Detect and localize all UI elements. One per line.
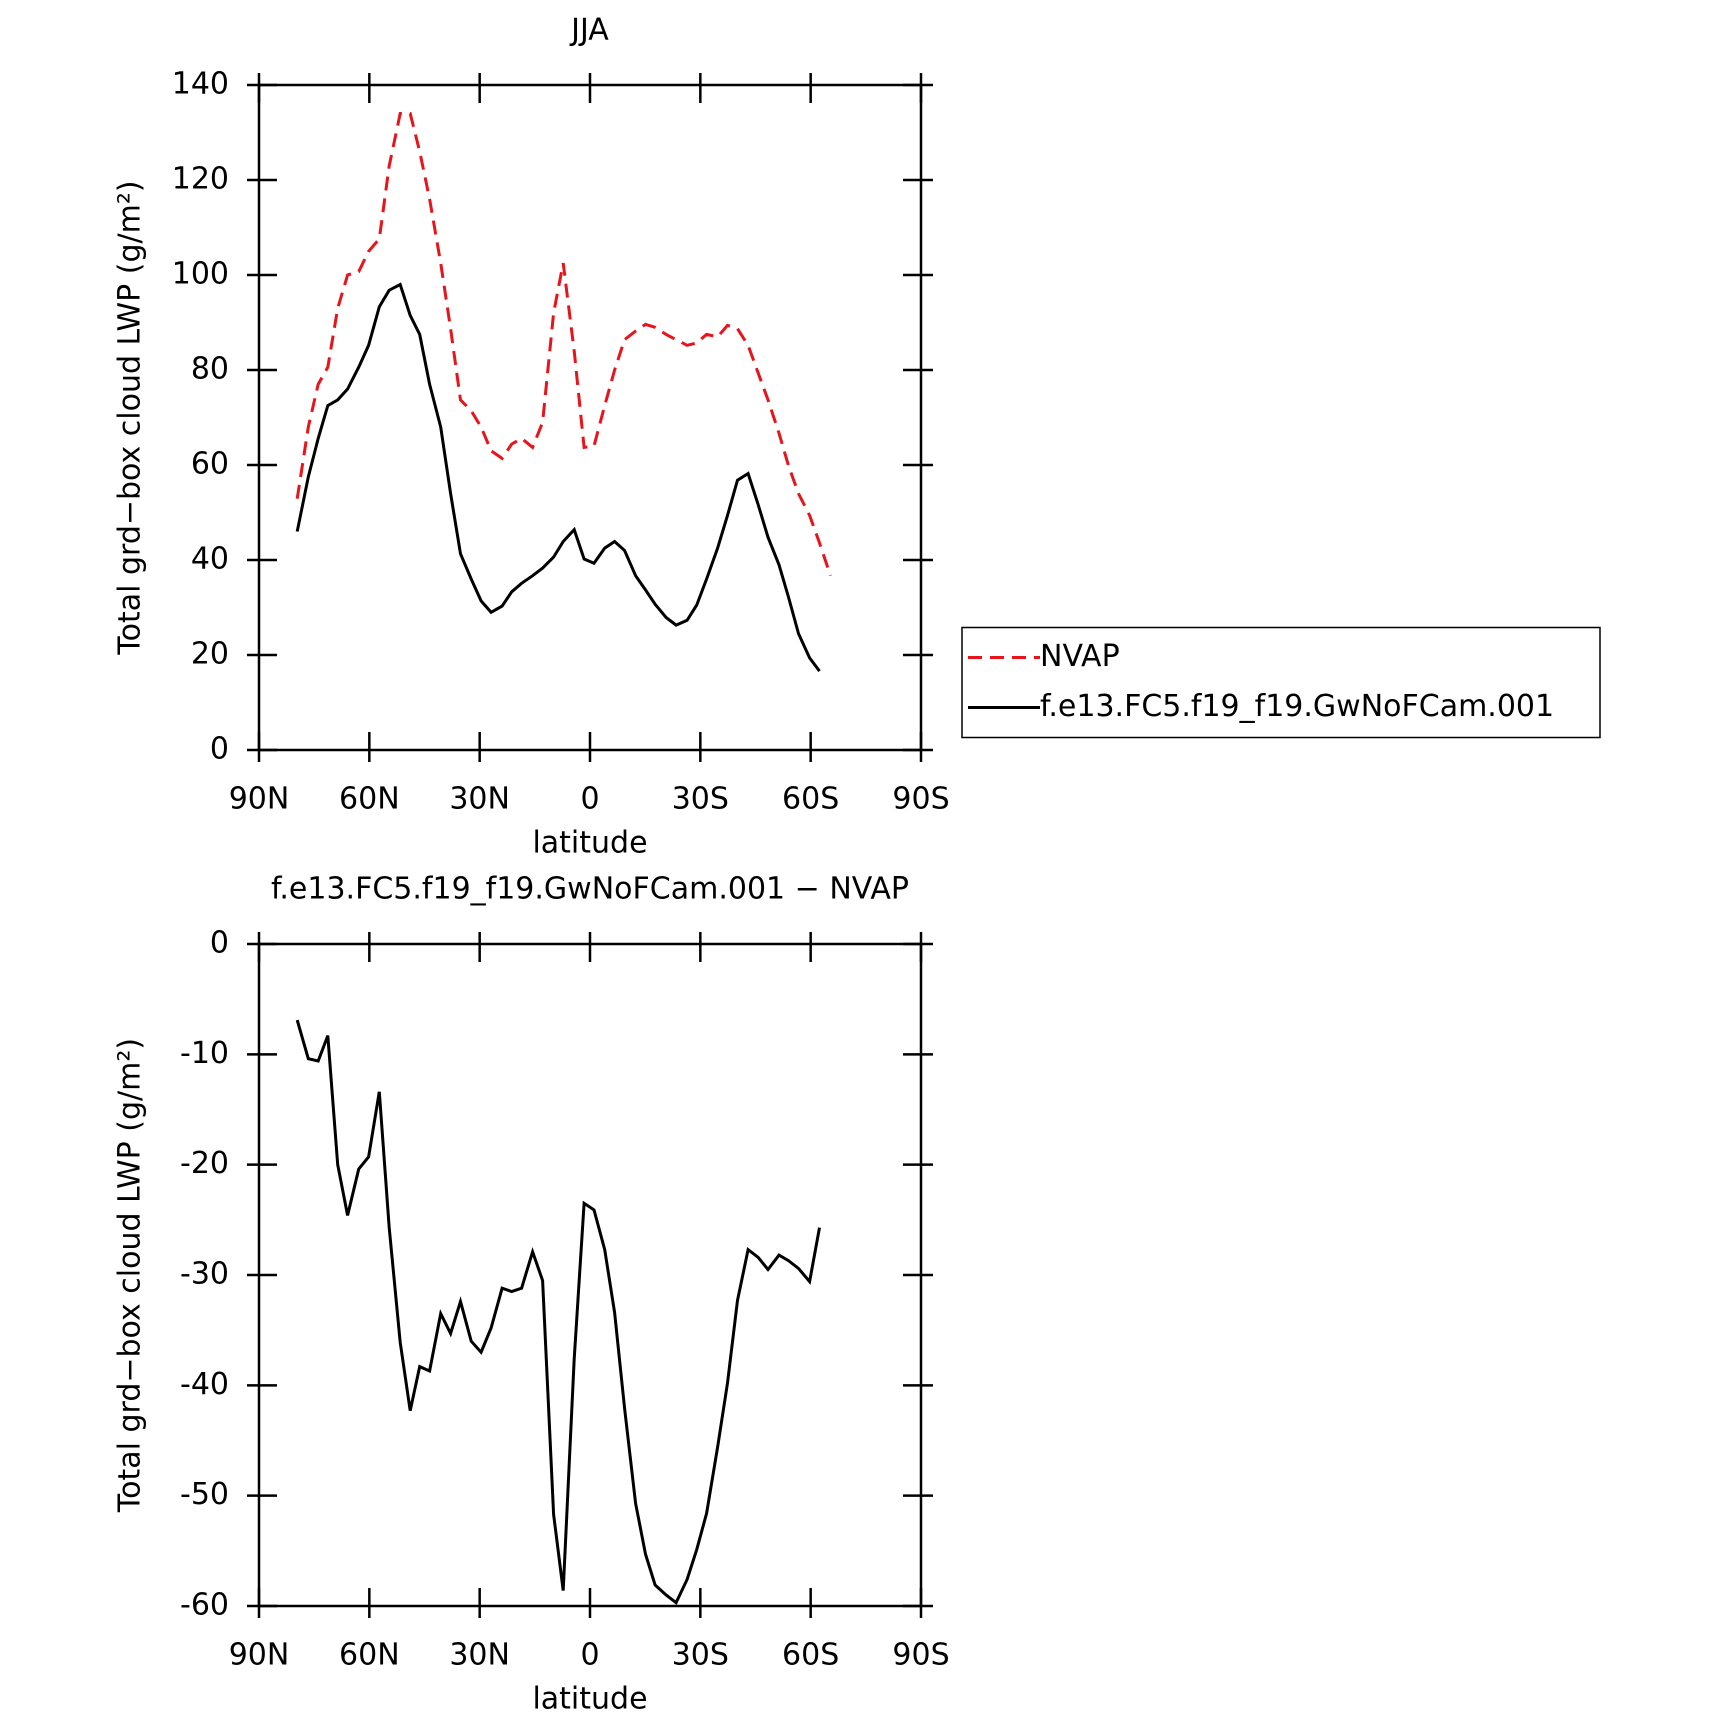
- x-tick-label: 90S: [892, 782, 949, 817]
- legend-box: [961, 626, 1601, 739]
- chart-title: JJA: [569, 13, 609, 48]
- y-tick-label: -60: [180, 1588, 229, 1623]
- series-line: [295, 1019, 821, 1606]
- x-tick-label: 30S: [672, 1638, 729, 1673]
- x-tick-label: 0: [580, 782, 599, 817]
- y-tick-label: 20: [191, 637, 229, 672]
- y-tick-label: 120: [172, 162, 229, 197]
- y-tick-label: 0: [210, 732, 229, 767]
- x-tick-label: 60N: [339, 1638, 400, 1673]
- x-tick-label: 90S: [892, 1638, 949, 1673]
- plot-frame: [257, 83, 923, 752]
- x-tick-label: 60N: [339, 782, 400, 817]
- y-tick-label: 60: [191, 447, 229, 482]
- y-tick-label: 100: [172, 257, 229, 292]
- series-line: [295, 112, 832, 577]
- y-tick-label: 40: [191, 542, 229, 577]
- x-tick-label: 60S: [782, 782, 839, 817]
- y-tick-label: 0: [210, 926, 229, 961]
- legend-label: f.e13.FC5.f19_f19.GwNoFCam.001: [1040, 689, 1554, 724]
- x-tick-label: 90N: [229, 782, 290, 817]
- x-axis-label: latitude: [532, 826, 647, 861]
- y-tick-label: 80: [191, 352, 229, 387]
- y-tick-label: -50: [180, 1477, 229, 1512]
- y-tick-label: -10: [180, 1036, 229, 1071]
- legend-label: NVAP: [1040, 639, 1120, 674]
- y-axis-label: Total grd−box cloud LWP (g/m²): [113, 1038, 148, 1513]
- y-tick-label: -40: [180, 1367, 229, 1402]
- x-tick-label: 30S: [672, 782, 729, 817]
- y-tick-label: -30: [180, 1257, 229, 1292]
- x-tick-label: 30N: [449, 1638, 510, 1673]
- y-axis-label: Total grd−box cloud LWP (g/m²): [113, 180, 148, 655]
- x-tick-label: 0: [580, 1638, 599, 1673]
- x-tick-label: 60S: [782, 1638, 839, 1673]
- series-line: [295, 282, 821, 672]
- x-tick-label: 30N: [449, 782, 510, 817]
- y-tick-label: 140: [172, 67, 229, 102]
- x-axis-label: latitude: [532, 1682, 647, 1717]
- chart-title: f.e13.FC5.f19_f19.GwNoFCam.001 − NVAP: [271, 872, 909, 907]
- plot-frame: [257, 942, 923, 1608]
- y-tick-label: -20: [180, 1146, 229, 1181]
- x-tick-label: 90N: [229, 1638, 290, 1673]
